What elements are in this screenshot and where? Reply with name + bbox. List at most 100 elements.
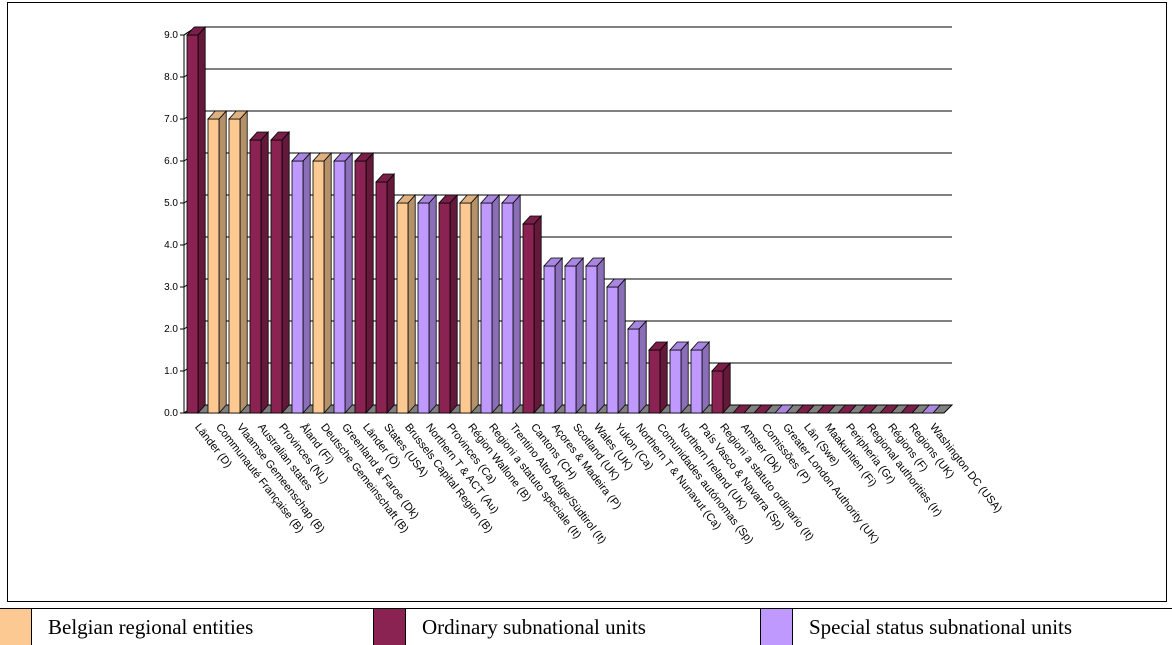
bar (523, 216, 541, 413)
bar (460, 195, 478, 413)
bar (565, 258, 583, 413)
bar (586, 258, 604, 413)
legend-swatch-special (761, 609, 793, 645)
bar (712, 363, 730, 413)
bar-front (670, 350, 681, 413)
bar-side (240, 111, 247, 413)
bar (628, 321, 646, 413)
bar-side (534, 216, 541, 413)
bar-front (208, 119, 219, 413)
bar-front (313, 161, 324, 413)
bar-side (198, 27, 205, 413)
bar-side (324, 153, 331, 413)
bar (502, 195, 520, 413)
bar (229, 111, 247, 413)
bar-front (271, 140, 282, 413)
bar-front (229, 119, 240, 413)
bar (376, 174, 394, 413)
bar-side (408, 195, 415, 413)
bar-front (250, 140, 261, 413)
bar (250, 132, 268, 413)
bar-side (261, 132, 268, 413)
bar-front (607, 287, 618, 413)
bar (355, 153, 373, 413)
legend-swatch-belgian (0, 609, 32, 645)
bar (397, 195, 415, 413)
bar (670, 342, 688, 413)
y-tick-label: 9.0 (164, 30, 178, 41)
bar (607, 279, 625, 413)
bar-front (544, 266, 555, 413)
bar-side (492, 195, 499, 413)
bar-front (376, 182, 387, 413)
bar (544, 258, 562, 413)
bar-side (219, 111, 226, 413)
legend-label-special: Special status subnational units (809, 615, 1072, 640)
bar-front (292, 161, 303, 413)
bar (649, 342, 667, 413)
y-tick-label: 2.0 (164, 324, 178, 335)
bar-front (439, 203, 450, 413)
legend-item-special: Special status subnational units (761, 609, 1072, 645)
y-tick-label: 4.0 (164, 240, 178, 251)
legend-item-ordinary: Ordinary subnational units (374, 609, 646, 645)
bar-front (187, 35, 198, 413)
bar-front (355, 161, 366, 413)
bar-front (397, 203, 408, 413)
y-tick-label: 0.0 (164, 408, 178, 419)
legend-label-ordinary: Ordinary subnational units (422, 615, 646, 640)
y-tick-label: 8.0 (164, 72, 178, 83)
bar-side (471, 195, 478, 413)
bar-front (586, 266, 597, 413)
bar-side (366, 153, 373, 413)
bar-front (481, 203, 492, 413)
bar-front (523, 224, 534, 413)
bar-side (660, 342, 667, 413)
bar-side (303, 153, 310, 413)
y-tick-label: 1.0 (164, 366, 178, 377)
legend-item-belgian: Belgian regional entities (0, 609, 253, 645)
y-tick-label: 3.0 (164, 282, 178, 293)
bar-side (639, 321, 646, 413)
bar (481, 195, 499, 413)
bar-front (502, 203, 513, 413)
bar (292, 153, 310, 413)
bar (418, 195, 436, 413)
bar-side (513, 195, 520, 413)
y-tick-label: 6.0 (164, 156, 178, 167)
bar (691, 342, 709, 413)
bar (439, 195, 457, 413)
bar (313, 153, 331, 413)
bar-side (387, 174, 394, 413)
legend-label-belgian: Belgian regional entities (48, 615, 253, 640)
bar-side (429, 195, 436, 413)
legend: Belgian regional entities Ordinary subna… (0, 608, 1172, 645)
bar-side (282, 132, 289, 413)
bar-front (334, 161, 345, 413)
bar (208, 111, 226, 413)
bar-side (345, 153, 352, 413)
bar-front (691, 350, 702, 413)
bar-front (649, 350, 660, 413)
bar-side (555, 258, 562, 413)
bar-side (702, 342, 709, 413)
y-tick-label: 5.0 (164, 198, 178, 209)
bar (187, 27, 205, 413)
bar (334, 153, 352, 413)
bar-side (723, 363, 730, 413)
bar-front (712, 371, 723, 413)
bar-side (576, 258, 583, 413)
bar-side (597, 258, 604, 413)
bar-side (450, 195, 457, 413)
bar-front (418, 203, 429, 413)
bar-front (460, 203, 471, 413)
bar-front (565, 266, 576, 413)
bar-front (628, 329, 639, 413)
y-tick-label: 7.0 (164, 114, 178, 125)
bar-side (681, 342, 688, 413)
legend-swatch-ordinary (374, 609, 406, 645)
bar (271, 132, 289, 413)
bar-side (618, 279, 625, 413)
